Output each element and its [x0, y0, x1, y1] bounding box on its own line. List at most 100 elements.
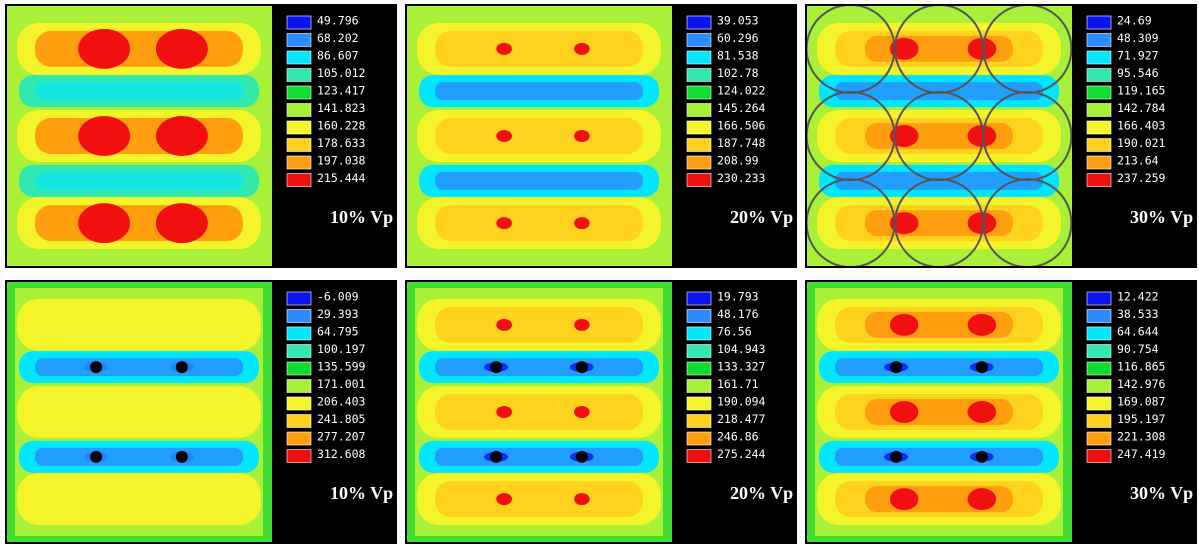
legend-label: 206.403	[317, 395, 366, 409]
red-spot	[78, 203, 130, 243]
red-spot	[574, 406, 590, 418]
legend-label: -6.009	[317, 290, 359, 304]
legend-label: 119.165	[1117, 84, 1165, 98]
hole	[576, 451, 588, 463]
legend-swatch	[287, 310, 311, 323]
legend-swatch	[687, 34, 711, 47]
legend-label: 246.86	[717, 430, 759, 444]
legend-swatch	[287, 397, 311, 410]
legend-label: 64.795	[317, 325, 359, 339]
legend-swatch	[1087, 432, 1111, 445]
red-spot	[574, 493, 590, 505]
legend-label: 39.053	[717, 14, 759, 28]
legend-label: 166.506	[717, 119, 766, 133]
orange-band	[435, 31, 643, 67]
legend-swatch	[287, 450, 311, 463]
contour-plot	[405, 4, 673, 268]
legend-swatch	[287, 104, 311, 117]
red-spot	[496, 493, 512, 505]
legend-swatch	[1087, 345, 1111, 358]
legend-label: 48.176	[717, 307, 759, 321]
orange-band	[435, 118, 643, 154]
legend-label: 160.228	[317, 119, 366, 133]
yellow-band	[17, 299, 261, 351]
legend-swatch	[687, 345, 711, 358]
legend-swatch	[287, 292, 311, 305]
legend-swatch	[1087, 16, 1111, 29]
legend-swatch	[1087, 415, 1111, 428]
legend-label: 29.393	[317, 307, 359, 321]
legend-label: 81.538	[717, 49, 759, 63]
legend-label: 190.021	[1117, 136, 1166, 150]
legend-label: 166.403	[1117, 119, 1166, 133]
legend-label: 124.022	[717, 84, 765, 98]
legend-swatch	[1087, 397, 1111, 410]
legend-swatch	[687, 86, 711, 99]
legend-swatch	[687, 450, 711, 463]
legend-label: 48.309	[1117, 31, 1159, 45]
red-spot	[78, 116, 130, 156]
cyan-core	[435, 448, 643, 466]
legend-label: 230.233	[717, 171, 766, 185]
cyan-core	[835, 448, 1043, 466]
hole	[490, 361, 502, 373]
panel-label: 20% Vp	[730, 483, 793, 503]
legend-swatch	[687, 174, 711, 187]
legend-label: 142.976	[1117, 377, 1166, 391]
panel: 12.42238.53364.64490.754116.865142.97616…	[805, 280, 1197, 544]
legend-swatch	[1087, 156, 1111, 169]
legend-label: 76.56	[717, 325, 752, 339]
legend-label: 221.308	[1117, 430, 1166, 444]
legend-label: 135.599	[317, 360, 366, 374]
legend-label: 145.264	[717, 101, 766, 115]
legend-swatch	[287, 51, 311, 64]
legend-swatch	[687, 292, 711, 305]
legend-label: 116.865	[1117, 360, 1165, 374]
legend-label: 12.422	[1117, 290, 1159, 304]
contour-plot	[805, 280, 1073, 544]
cyan-core	[35, 448, 243, 466]
legend-swatch	[287, 16, 311, 29]
red-spot	[78, 29, 130, 69]
cyan-core	[435, 358, 643, 376]
hole	[890, 361, 902, 373]
hole	[890, 451, 902, 463]
legend-swatch	[287, 362, 311, 375]
legend-label: 161.71	[717, 377, 759, 391]
legend-label: 171.001	[317, 377, 366, 391]
legend-label: 187.748	[717, 136, 766, 150]
legend-swatch	[687, 397, 711, 410]
panel: 24.6948.30971.92795.546119.165142.784166…	[805, 4, 1197, 268]
legend-swatch	[687, 104, 711, 117]
legend-swatch	[1087, 86, 1111, 99]
panel-label: 30% Vp	[1130, 483, 1193, 503]
legend-label: 123.417	[317, 84, 366, 98]
legend-swatch	[287, 415, 311, 428]
legend-swatch	[1087, 292, 1111, 305]
legend-label: 24.69	[1117, 14, 1152, 28]
legend-label: 68.202	[317, 31, 359, 45]
legend-swatch	[687, 121, 711, 134]
contour-plot	[5, 280, 273, 544]
legend-swatch	[287, 156, 311, 169]
red-spot	[968, 488, 997, 510]
red-spot	[496, 217, 512, 229]
legend-label: 312.608	[317, 447, 366, 461]
red-spot	[496, 406, 512, 418]
legend-label: 95.546	[1117, 66, 1159, 80]
panel: 49.79668.20286.607105.012123.417141.8231…	[5, 4, 397, 268]
hole	[490, 451, 502, 463]
red-spot	[496, 43, 512, 55]
legend-swatch	[687, 327, 711, 340]
legend-swatch	[1087, 104, 1111, 117]
hole	[176, 451, 188, 463]
cyan-core	[35, 358, 243, 376]
red-spot	[156, 116, 208, 156]
red-spot	[574, 130, 590, 142]
orange-band	[435, 481, 643, 517]
legend-swatch	[687, 362, 711, 375]
legend-label: 141.823	[317, 101, 366, 115]
legend-label: 237.259	[1117, 171, 1166, 185]
legend-label: 195.197	[1117, 412, 1166, 426]
red-spot	[496, 130, 512, 142]
